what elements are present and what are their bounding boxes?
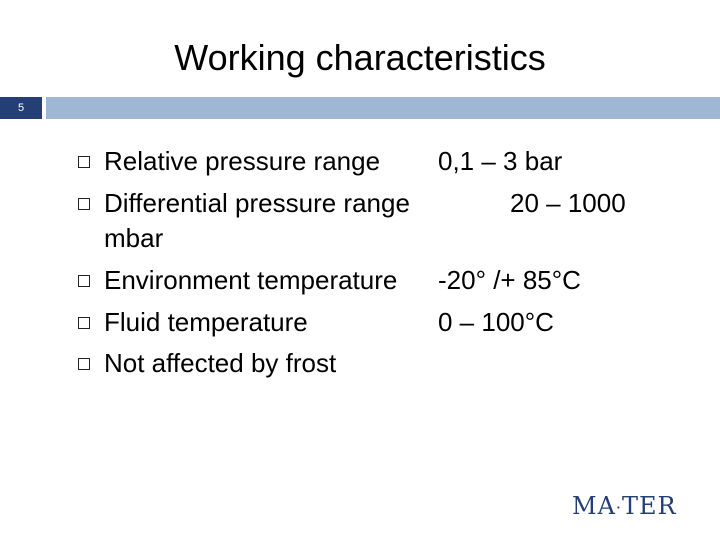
square-bullet-icon [78, 358, 90, 370]
page-number: 5 [0, 97, 42, 119]
square-bullet-icon [78, 275, 90, 287]
slide-title: Working characteristics [174, 37, 546, 78]
logo-left: MA [572, 492, 616, 520]
bullet-continuation: mbar [104, 223, 164, 253]
bullet-label: Not affected by frost [104, 348, 337, 378]
header-bar [46, 97, 720, 119]
square-bullet-icon [78, 156, 90, 168]
bullet-value: 20 – 1000 [510, 188, 626, 218]
square-bullet-icon [78, 317, 90, 329]
bullet-value: -20° /+ 85°C [438, 265, 581, 295]
bullet-value: 0 – 100°C [438, 307, 554, 337]
square-bullet-icon [78, 198, 90, 210]
company-logo: MA·TER [572, 492, 677, 520]
bullet-label: Environment temperature [104, 265, 398, 295]
logo-right: TER [622, 492, 677, 520]
logo-separator: · [615, 498, 622, 517]
bullet-label: Differential pressure range [104, 188, 410, 218]
bullet-label: Relative pressure range [104, 146, 381, 176]
bullet-label: Fluid temperature [104, 307, 308, 337]
bullet-value: 0,1 – 3 bar [438, 146, 563, 176]
